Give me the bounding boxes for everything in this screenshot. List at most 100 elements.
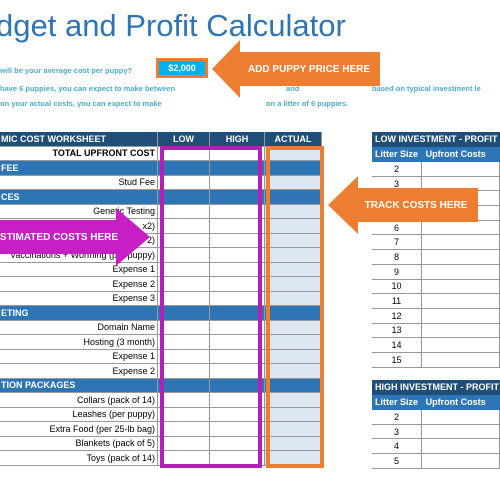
table-row: 9 (372, 264, 500, 280)
cost-worksheet: MIC COST WORKSHEET LOW HIGH ACTUAL TOTAL UPF… (0, 132, 322, 466)
total-row: TOTAL UPFRONT COST (0, 146, 322, 161)
expense-row: Genetic Testing (0, 204, 322, 219)
intro-line-1: will be your average cost per puppy? (0, 66, 133, 75)
expense-row: Hosting (3 month) (0, 335, 322, 350)
litter-size-cell: 6 (372, 220, 422, 236)
upfront-cost-cell[interactable] (422, 424, 500, 440)
expense-row: Collars (pack of 14) (0, 393, 322, 408)
expense-row: Vaccinations + Worming (per puppy) (0, 248, 322, 263)
low-cell[interactable] (158, 219, 210, 234)
section-cell (210, 378, 265, 393)
low-cell[interactable] (158, 233, 210, 248)
high-cell[interactable] (210, 436, 265, 451)
table-row: 8 (372, 250, 500, 265)
table-row: 13 (372, 323, 500, 339)
intro-line-2a: have 6 puppies, you can expect to make b… (0, 84, 176, 93)
section-row: ETING (0, 306, 322, 321)
high-cell[interactable] (210, 393, 265, 408)
expense-row: Expense 1 (0, 349, 322, 364)
puppy-price-input[interactable]: $2,000 (156, 58, 208, 78)
section-cell (210, 161, 265, 176)
section-label: TION PACKAGES (0, 378, 158, 393)
section-cell (210, 306, 265, 321)
low-cell[interactable] (158, 175, 210, 190)
upfront-cost-cell[interactable] (422, 323, 500, 339)
upfront-cost-cell[interactable] (422, 308, 500, 324)
intro-line-2c: based on typical investment le (372, 84, 481, 93)
high-cell[interactable] (210, 422, 265, 437)
low-cell[interactable] (158, 320, 210, 335)
table-row: 5 (372, 454, 500, 469)
litter-size-cell: 3 (372, 424, 422, 440)
upfront-cost-cell[interactable] (422, 352, 500, 368)
expense-label: Expense 1 (0, 262, 158, 277)
high-cell[interactable] (210, 175, 265, 190)
page-title: dget and Profit Calculator (0, 8, 346, 43)
high-cell[interactable] (210, 248, 265, 263)
upfront-costs-header: Upfront Costs (425, 149, 486, 159)
high-cell[interactable] (210, 364, 265, 379)
section-row: CES (0, 190, 322, 205)
litter-size-cell: 7 (372, 235, 422, 251)
low-cell[interactable] (158, 436, 210, 451)
low-cell[interactable] (158, 422, 210, 437)
high-cell[interactable] (210, 277, 265, 292)
section-label: ETING (0, 306, 158, 321)
high-cell[interactable] (210, 349, 265, 364)
worksheet-header-1: LOW (158, 132, 210, 147)
total-cell[interactable] (210, 146, 265, 161)
litter-size-cell: 9 (372, 264, 422, 280)
upfront-cost-cell[interactable] (422, 439, 500, 455)
litter-size-cell: 2 (372, 410, 422, 425)
table-subheader: Litter Size Upfront Costs (372, 395, 500, 410)
intro-line-3a: on your actual costs, you can expect to … (0, 99, 162, 108)
worksheet-header-2: HIGH (210, 132, 265, 147)
litter-size-cell: 4 (372, 439, 422, 455)
low-cell[interactable] (158, 262, 210, 277)
table-row: 15 (372, 352, 500, 368)
table-row: 7 (372, 235, 500, 251)
expense-label: Expense 2 (0, 364, 158, 379)
upfront-cost-cell[interactable] (422, 235, 500, 251)
upfront-cost-cell[interactable] (422, 279, 500, 295)
upfront-cost-cell[interactable] (422, 162, 500, 177)
section-cell (158, 306, 210, 321)
low-cell[interactable] (158, 291, 210, 306)
low-cell[interactable] (158, 393, 210, 408)
high-cell[interactable] (210, 262, 265, 277)
table-row: 10 (372, 279, 500, 295)
high-cell[interactable] (210, 407, 265, 422)
high-cell[interactable] (210, 219, 265, 234)
upfront-cost-cell[interactable] (422, 338, 500, 353)
litter-size-cell: 13 (372, 323, 422, 339)
table-row: 12 (372, 308, 500, 324)
section-label: FEE (0, 161, 158, 176)
total-cell[interactable] (158, 146, 210, 161)
high-cell[interactable] (210, 335, 265, 350)
high-cell[interactable] (210, 291, 265, 306)
low-cell[interactable] (158, 204, 210, 219)
low-cell[interactable] (158, 364, 210, 379)
high-cell[interactable] (210, 204, 265, 219)
expense-label: Extra Food (per 25-lb bag) (0, 422, 158, 437)
expense-label: Expense 1 (0, 349, 158, 364)
expense-label: Expense 3 (0, 291, 158, 306)
low-cell[interactable] (158, 407, 210, 422)
upfront-cost-cell[interactable] (422, 250, 500, 265)
low-cell[interactable] (158, 277, 210, 292)
high-cell[interactable] (210, 233, 265, 248)
table-row: 2 (372, 162, 500, 177)
table-row: 11 (372, 294, 500, 309)
upfront-cost-cell[interactable] (422, 264, 500, 280)
worksheet-header-row: MIC COST WORKSHEET LOW HIGH ACTUAL (0, 132, 322, 147)
low-cell[interactable] (158, 349, 210, 364)
upfront-cost-cell[interactable] (422, 294, 500, 309)
high-cell[interactable] (210, 320, 265, 335)
price-callout: ADD PUPPY PRICE HERE (247, 63, 371, 75)
expense-label: Blankets (pack of 5) (0, 436, 158, 451)
upfront-cost-cell[interactable] (422, 410, 500, 425)
upfront-cost-cell[interactable] (422, 454, 500, 469)
low-cell[interactable] (158, 335, 210, 350)
expense-label: Vaccinations + Worming (per puppy) (0, 248, 158, 263)
low-cell[interactable] (158, 248, 210, 263)
